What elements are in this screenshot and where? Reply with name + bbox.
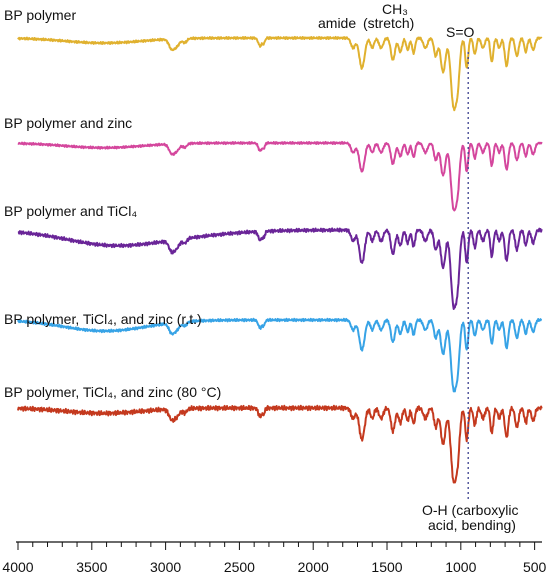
x-tick-label: 3500 xyxy=(76,559,107,575)
series-label-1: BP polymer xyxy=(4,7,76,23)
annotation-3: (stretch) xyxy=(363,15,414,31)
series-label-3: BP polymer and TiCl₄ xyxy=(4,203,137,219)
x-axis: 4000 3500 3000 2500 2000 1500 1000 500 xyxy=(2,541,547,575)
series-line-1 xyxy=(17,35,543,112)
annotation-1: amide xyxy=(318,15,356,31)
annotation-6: acid, bending) xyxy=(428,517,516,533)
x-tick-label: 500 xyxy=(523,559,547,575)
annotation-5: O-H (carboxylic xyxy=(422,502,518,518)
x-tick-label: 2500 xyxy=(224,559,255,575)
x-tick-label: 1500 xyxy=(371,559,402,575)
x-tick-label: 4000 xyxy=(2,559,33,575)
spectra-group xyxy=(17,35,543,484)
series-line-3 xyxy=(17,227,543,310)
series-line-4 xyxy=(17,317,543,393)
series-line-5 xyxy=(17,404,543,484)
series-label-5: BP polymer, TiCl₄, and zinc (80 °C) xyxy=(4,384,221,400)
x-tick-label: 3000 xyxy=(150,559,181,575)
series-line-2 xyxy=(17,140,543,212)
x-tick-label: 1000 xyxy=(445,559,476,575)
series-labels: BP polymer BP polymer and zinc BP polymer … xyxy=(4,7,221,400)
annotations: amide CH₃(stretch) S=O O-H (carboxylicacid,… xyxy=(318,1,518,533)
series-label-2: BP polymer and zinc xyxy=(4,115,132,131)
annotation-2: CH₃ xyxy=(382,1,408,17)
x-tick-label: 2000 xyxy=(298,559,329,575)
annotation-4: S=O xyxy=(446,24,475,40)
series-label-4: BP polymer, TiCl₄, and zinc (r.t.) xyxy=(4,311,202,327)
